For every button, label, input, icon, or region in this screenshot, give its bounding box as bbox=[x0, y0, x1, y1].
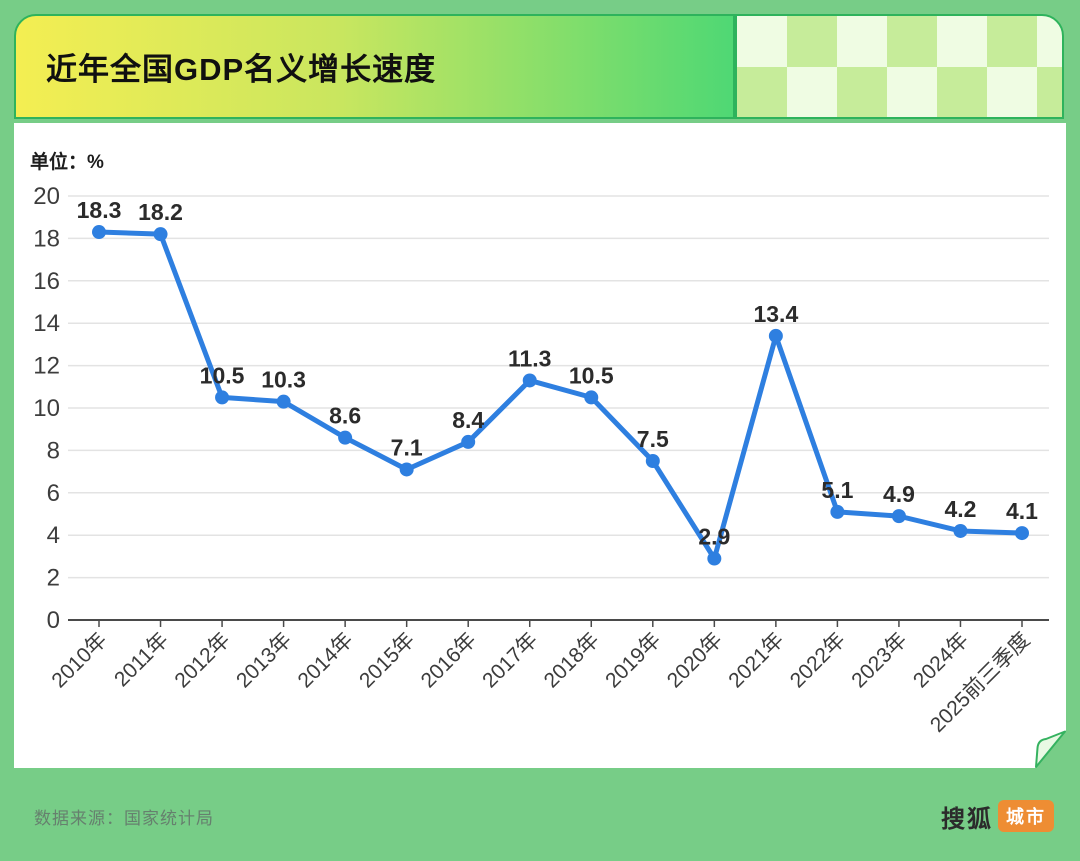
page-title: 近年全国GDP名义增长速度 bbox=[46, 52, 437, 87]
page-curl-decoration bbox=[1035, 730, 1066, 768]
y-axis-tick-label: 2 bbox=[47, 565, 60, 592]
data-point bbox=[768, 328, 783, 343]
data-source-label: 数据来源：国家统计局 bbox=[34, 808, 214, 828]
x-axis-tick-label: 2018年 bbox=[540, 628, 604, 692]
x-axis-tick-label: 2019年 bbox=[601, 628, 665, 692]
data-point bbox=[399, 462, 414, 477]
gdp-line-chart: 024681012141618202010年2011年2012年2013年201… bbox=[33, 183, 1049, 737]
data-point bbox=[830, 504, 845, 519]
data-point bbox=[522, 373, 537, 388]
y-axis-tick-label: 10 bbox=[33, 395, 60, 422]
data-point bbox=[707, 551, 722, 566]
data-point bbox=[153, 227, 168, 242]
data-point-label: 7.1 bbox=[391, 434, 423, 460]
y-axis-tick-label: 8 bbox=[47, 437, 60, 464]
data-point-label: 7.5 bbox=[637, 426, 669, 452]
data-point-label: 4.2 bbox=[944, 496, 976, 522]
x-axis-tick-label: 2010年 bbox=[47, 628, 111, 692]
header-title-panel: 近年全国GDP名义增长速度 bbox=[14, 14, 735, 119]
data-point-label: 8.4 bbox=[452, 407, 484, 433]
x-axis-tick-label: 2022年 bbox=[786, 628, 850, 692]
data-point-label: 10.5 bbox=[569, 362, 614, 388]
checkerboard-decoration bbox=[735, 14, 1064, 119]
data-point-label: 13.4 bbox=[753, 301, 798, 327]
x-axis-tick-label: 2017年 bbox=[478, 628, 542, 692]
y-axis-tick-label: 6 bbox=[47, 480, 60, 507]
data-point bbox=[92, 225, 106, 240]
data-point bbox=[953, 523, 968, 538]
logo-city-badge: 城市 bbox=[998, 800, 1054, 832]
data-point-label: 5.1 bbox=[821, 477, 853, 503]
data-point-label: 4.1 bbox=[1006, 498, 1038, 524]
x-axis-tick-label: 2023年 bbox=[847, 628, 911, 692]
x-axis-tick-label: 2011年 bbox=[110, 628, 173, 691]
sohu-city-logo: 搜狐 城市 bbox=[941, 799, 1054, 834]
data-point-label: 11.3 bbox=[508, 345, 552, 371]
data-point bbox=[215, 390, 230, 405]
data-point-label: 8.6 bbox=[329, 403, 361, 429]
x-axis-tick-label: 2015年 bbox=[355, 628, 419, 692]
x-axis-tick-label: 2012年 bbox=[170, 628, 234, 692]
y-axis-tick-label: 14 bbox=[33, 310, 60, 337]
data-point bbox=[276, 394, 291, 409]
data-point-label: 10.5 bbox=[200, 362, 245, 388]
y-axis-tick-label: 0 bbox=[47, 607, 60, 634]
data-point bbox=[645, 454, 660, 468]
footer: 数据来源：国家统计局 搜狐 城市 bbox=[14, 788, 1066, 844]
y-axis-tick-label: 16 bbox=[33, 268, 60, 295]
data-point bbox=[891, 509, 906, 524]
data-point-label: 2.9 bbox=[698, 524, 730, 550]
x-axis-tick-label: 2016年 bbox=[417, 628, 481, 692]
chart-card: 单位：% 0 2 4 6 8 10 12 14 16 18 20 2010年 2011年 2012年 201… bbox=[14, 123, 1066, 768]
y-axis-tick-label: 18 bbox=[33, 225, 60, 252]
data-point-label: 10.3 bbox=[261, 367, 306, 393]
x-axis-tick-label: 2021年 bbox=[724, 628, 788, 692]
data-point-label: 4.9 bbox=[883, 481, 915, 507]
data-point-label: 18.3 bbox=[77, 197, 122, 223]
y-axis-tick-label: 12 bbox=[33, 353, 60, 380]
y-axis-tick-label: 20 bbox=[33, 183, 60, 210]
y-axis-tick-label: 4 bbox=[47, 522, 60, 549]
data-point-label: 18.2 bbox=[138, 199, 183, 225]
unit-label: 单位：% bbox=[30, 152, 104, 173]
data-point bbox=[338, 430, 353, 445]
data-point bbox=[1015, 526, 1029, 541]
data-point bbox=[461, 434, 476, 449]
logo-brand-text: 搜狐 bbox=[941, 805, 993, 833]
x-axis-tick-label: 2020年 bbox=[663, 628, 727, 692]
x-axis-tick-label: 2013年 bbox=[232, 628, 296, 692]
gdp-growth-line bbox=[96, 229, 1025, 562]
x-axis-tick-label: 2014年 bbox=[294, 628, 358, 692]
data-point bbox=[584, 390, 599, 405]
